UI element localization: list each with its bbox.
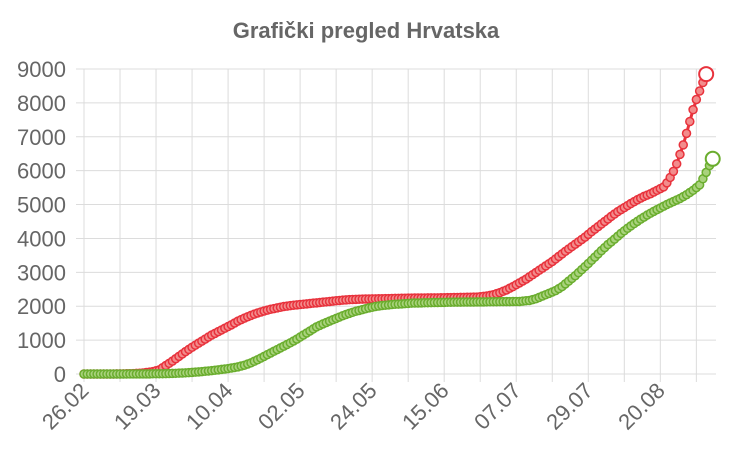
x-tick-label: 07.07 [469, 378, 526, 435]
y-tick-label: 9000 [17, 57, 66, 82]
series-2 [79, 150, 721, 379]
series-line [84, 158, 715, 376]
y-axis: 0 1000 2000 3000 4000 5000 6000 7000 8000 9000 [17, 57, 66, 387]
y-tick-label: 1000 [17, 328, 66, 353]
data-point[interactable] [694, 86, 705, 96]
y-tick-label: 0 [54, 362, 66, 387]
x-tick-label: 24.05 [325, 378, 382, 435]
data-point[interactable] [668, 166, 679, 177]
data-point[interactable] [678, 140, 689, 150]
data-point[interactable] [671, 159, 682, 169]
x-tick-label: 20.08 [613, 378, 670, 435]
y-tick-label: 7000 [17, 125, 66, 150]
y-tick-label: 2000 [17, 294, 66, 319]
data-point[interactable] [691, 94, 702, 105]
last-data-point[interactable] [704, 150, 721, 167]
last-data-point[interactable] [698, 66, 715, 83]
series-1 [79, 66, 715, 379]
x-tick-label: 02.05 [253, 378, 310, 435]
data-point[interactable] [681, 128, 692, 139]
y-tick-label: 8000 [17, 91, 66, 116]
data-point[interactable] [688, 104, 698, 115]
series-line [84, 73, 708, 376]
series-layer [79, 66, 721, 379]
x-tick-label: 10.04 [181, 378, 238, 435]
x-tick-label: 19.03 [109, 378, 166, 435]
x-axis: 26.02 19.03 10.04 02.05 24.05 15.06 07.07 29.07… [37, 378, 670, 435]
data-point[interactable] [675, 149, 685, 160]
data-point[interactable] [685, 116, 695, 127]
y-tick-label: 6000 [17, 159, 66, 184]
y-tick-label: 5000 [17, 193, 66, 218]
y-tick-label: 4000 [17, 226, 66, 251]
x-tick-label: 29.07 [541, 378, 598, 435]
grid-lines [76, 68, 716, 382]
y-tick-label: 3000 [17, 260, 66, 285]
x-tick-label: 15.06 [397, 378, 454, 435]
chart-title: Grafički pregled Hrvatska [232, 18, 500, 43]
